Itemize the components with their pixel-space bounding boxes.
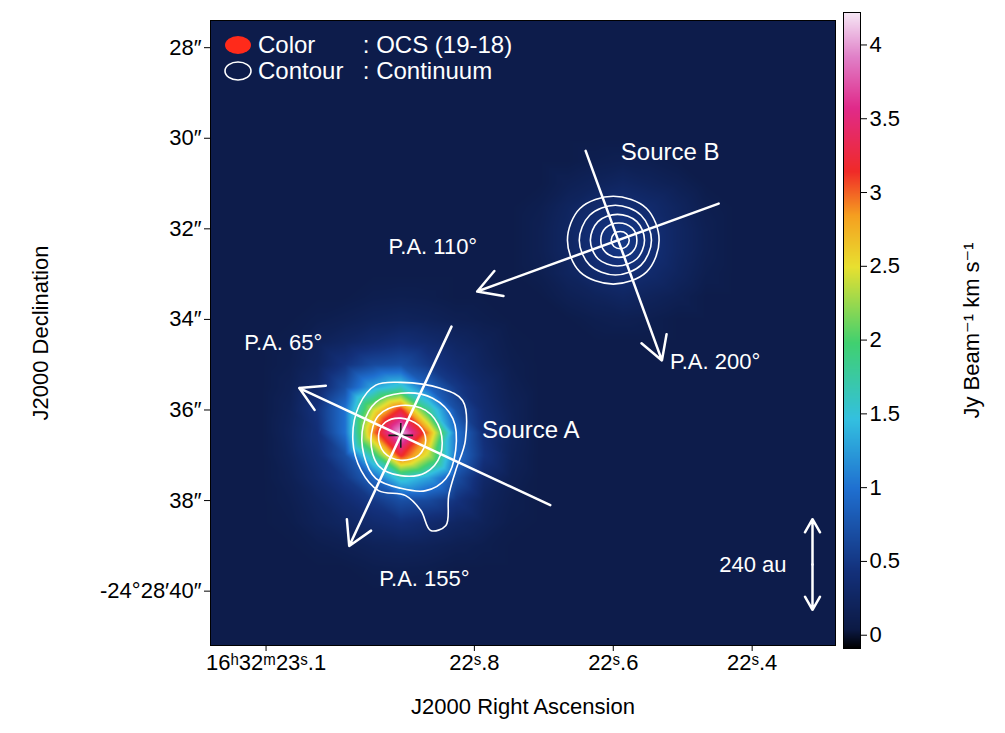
- svg-text:1: 1: [870, 475, 882, 500]
- svg-text:2.5: 2.5: [870, 253, 901, 278]
- svg-text:P.A. 200°: P.A. 200°: [670, 349, 760, 374]
- svg-text:22ˢ.8: 22ˢ.8: [449, 650, 499, 675]
- svg-text:P.A. 155°: P.A. 155°: [379, 566, 469, 591]
- svg-text:32″: 32″: [169, 216, 201, 241]
- svg-text:Source B: Source B: [621, 138, 720, 165]
- svg-text:28″: 28″: [169, 35, 201, 60]
- svg-text:3: 3: [870, 180, 882, 205]
- svg-text:0.5: 0.5: [870, 548, 901, 573]
- svg-text:240 au: 240 au: [719, 552, 786, 577]
- svg-text:Color: Color: [258, 31, 315, 58]
- svg-text:P.A. 65°: P.A. 65°: [244, 330, 322, 355]
- svg-text:36″: 36″: [169, 397, 201, 422]
- svg-text:: Continuum: : Continuum: [363, 57, 492, 84]
- svg-text:22ˢ.6: 22ˢ.6: [588, 650, 638, 675]
- svg-text:-24°28′40″: -24°28′40″: [100, 578, 202, 603]
- svg-text:3.5: 3.5: [870, 106, 901, 131]
- svg-text:Source A: Source A: [482, 416, 579, 443]
- svg-text:Jy Beam⁻¹ km s⁻¹: Jy Beam⁻¹ km s⁻¹: [959, 242, 984, 418]
- svg-text:Contour: Contour: [258, 57, 343, 84]
- svg-text:30″: 30″: [169, 125, 201, 150]
- svg-text:J2000 Right Ascension: J2000 Right Ascension: [411, 694, 635, 719]
- svg-text:38″: 38″: [169, 488, 201, 513]
- svg-text:2: 2: [870, 327, 882, 352]
- svg-text:16ʰ32ᵐ23ˢ.1: 16ʰ32ᵐ23ˢ.1: [206, 650, 326, 675]
- svg-text:34″: 34″: [169, 306, 201, 331]
- svg-text:0: 0: [870, 622, 882, 647]
- svg-text:4: 4: [870, 32, 882, 57]
- svg-text:J2000 Declination: J2000 Declination: [28, 246, 53, 421]
- svg-text:22ˢ.4: 22ˢ.4: [727, 650, 777, 675]
- svg-text:1.5: 1.5: [870, 401, 901, 426]
- svg-text:: OCS (19-18): : OCS (19-18): [363, 31, 512, 58]
- svg-text:P.A. 110°: P.A. 110°: [388, 233, 477, 258]
